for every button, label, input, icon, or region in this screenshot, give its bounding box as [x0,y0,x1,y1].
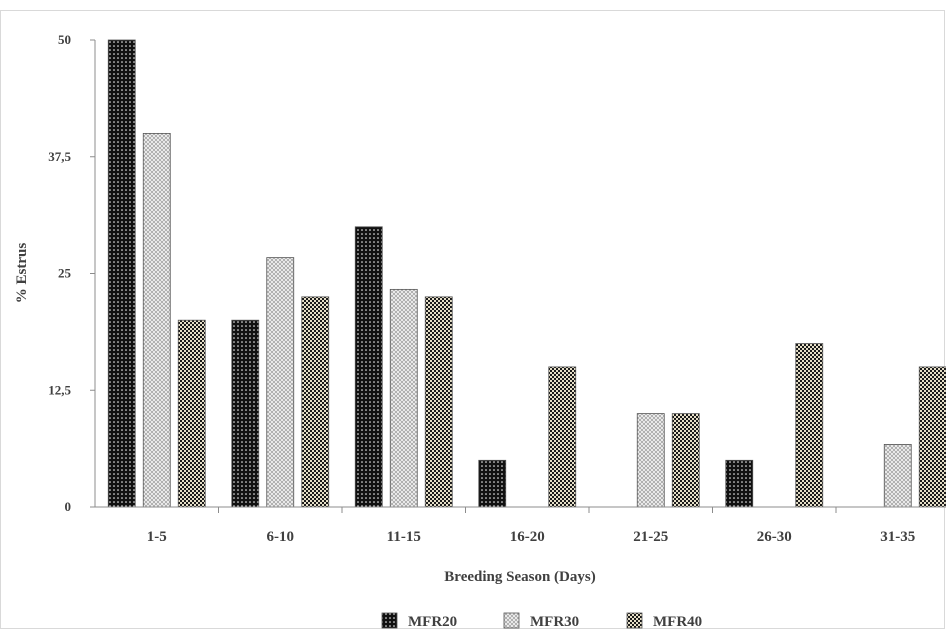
legend-item-mfr30: MFR30 [503,612,579,630]
x-tick-label: 1-5 [147,529,167,545]
bar-mfr30-1-5 [142,132,171,508]
y-ticks: 0 12,5 25 37,5 50 [48,32,95,514]
x-tick-label: 26-30 [757,529,792,545]
legend-label: MFR40 [653,614,702,630]
legend-item-mfr40: MFR40 [626,612,702,630]
bar-mfr40-21-25 [671,413,700,508]
bar-mfr40-11-15 [424,296,453,508]
legend-label: MFR30 [530,614,579,630]
bar-mfr30-31-35 [883,444,912,508]
y-tick-label: 50 [58,32,71,47]
x-tick-label: 21-25 [633,529,668,545]
bar-mfr30-11-15 [389,288,418,508]
bar-mfr40-31-35 [918,366,946,508]
x-tick-label: 6-10 [267,529,295,545]
bar-mfr20-6-10 [231,319,260,508]
bar-mfr20-1-5 [107,39,136,508]
legend-swatch [626,612,643,629]
legend-item-mfr20: MFR20 [381,612,457,630]
x-tick-label: 11-15 [387,529,421,545]
x-axis-title: Breeding Season (Days) [444,569,595,585]
bar-mfr30-6-10 [266,257,295,508]
x-tick-label: 16-20 [510,529,545,545]
y-axis-title: % Estrus [14,243,30,304]
bar-mfr40-1-5 [177,319,206,508]
bar-mfr40-6-10 [301,296,330,508]
bar-mfr20-16-20 [478,459,507,508]
legend-label: MFR20 [408,614,457,630]
chart-border [0,10,945,629]
y-tick-label: 0 [65,499,72,514]
bar-mfr40-26-30 [795,343,824,508]
y-tick-label: 37,5 [48,149,71,164]
y-tick-label: 25 [58,266,72,281]
legend: MFR20 MFR30 MFR40 [381,612,702,630]
bar-mfr20-11-15 [354,226,383,508]
legend-swatch [503,612,520,629]
bar-mfr40-16-20 [548,366,577,508]
bars-layer [107,39,946,508]
y-tick-label: 12,5 [48,382,71,397]
x-tick-label: 31-35 [880,529,915,545]
legend-swatch [381,612,398,629]
bar-mfr20-26-30 [725,459,754,508]
x-ticks: 1-5 6-10 11-15 16-20 21-25 26-30 31-35 [147,507,915,545]
bar-mfr30-21-25 [636,413,665,508]
